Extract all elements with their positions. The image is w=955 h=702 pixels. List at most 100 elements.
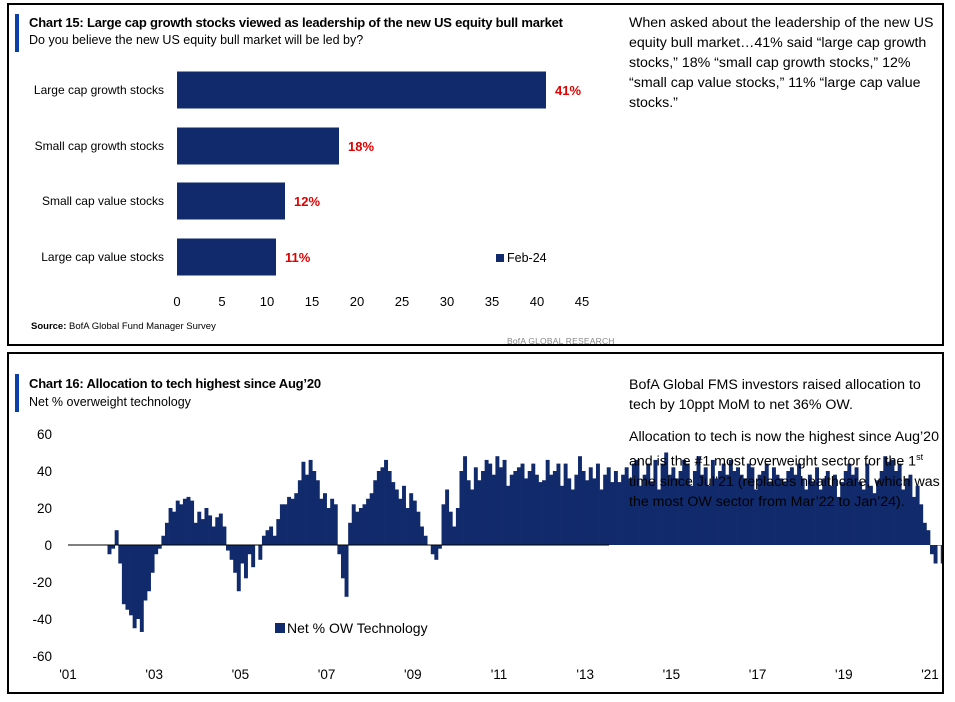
- chart-16-accent-bar: [15, 374, 19, 412]
- bar: [761, 471, 766, 545]
- category-label: Large cap value stocks: [41, 250, 164, 264]
- bar: [876, 480, 881, 545]
- bar: [534, 474, 539, 545]
- bar: [193, 522, 198, 545]
- bar: [915, 485, 920, 545]
- bar: [649, 482, 654, 545]
- bar: [739, 474, 744, 545]
- bar: [883, 456, 888, 545]
- x-tick-label: 15: [305, 294, 319, 309]
- bar: [177, 127, 339, 165]
- bar: [470, 489, 475, 545]
- bar: [233, 545, 238, 573]
- bar: [150, 545, 155, 573]
- bar: [703, 467, 708, 545]
- bar: [222, 526, 227, 545]
- bar: [290, 498, 295, 545]
- bar: [513, 471, 518, 545]
- bar: [229, 545, 234, 560]
- bar: [409, 493, 414, 545]
- bar: [186, 496, 191, 545]
- bar: [682, 459, 687, 545]
- bar: [868, 485, 873, 545]
- bar: [279, 504, 284, 545]
- bar: [664, 452, 669, 545]
- brand-watermark: BofA GLOBAL RESEARCH: [507, 336, 615, 346]
- bar: [840, 482, 845, 545]
- bar: [351, 504, 356, 545]
- bar: [764, 463, 769, 545]
- x-tick-label: '19: [835, 667, 853, 682]
- bar: [930, 545, 934, 555]
- bar: [154, 545, 159, 555]
- bar: [211, 526, 216, 545]
- bar: [315, 480, 320, 545]
- chart-16-commentary-2: Allocation to tech is now the highest si…: [629, 427, 941, 512]
- bar: [161, 535, 166, 545]
- x-tick-label: '05: [232, 667, 250, 682]
- x-tick-label: '13: [576, 667, 594, 682]
- bar: [588, 467, 593, 545]
- bar: [714, 478, 719, 545]
- bar: [718, 471, 723, 545]
- bar: [305, 474, 309, 545]
- bar: [613, 471, 618, 545]
- x-tick-label: '03: [145, 667, 163, 682]
- category-label: Large cap growth stocks: [34, 83, 164, 97]
- bar: [502, 459, 507, 545]
- bar: [667, 474, 672, 545]
- bar: [797, 463, 802, 545]
- bar: [689, 485, 694, 545]
- category-label: Small cap value stocks: [42, 194, 164, 208]
- bar: [854, 467, 859, 545]
- bar: [326, 508, 331, 545]
- bar: [549, 474, 554, 545]
- bar: [369, 493, 374, 545]
- bar: [445, 489, 450, 545]
- bar: [107, 545, 112, 555]
- bar-series: [107, 452, 942, 632]
- bar: [721, 463, 726, 545]
- bar: [258, 545, 263, 560]
- bar: [147, 545, 151, 592]
- chart-16-panel: Chart 16: Allocation to tech highest sin…: [7, 352, 944, 694]
- y-tick-label: -60: [32, 649, 52, 664]
- bar: [394, 489, 399, 545]
- source-text: BofA Global Fund Manager Survey: [66, 321, 216, 332]
- bar: [402, 485, 406, 545]
- bar: [595, 463, 600, 545]
- bar: [621, 474, 626, 545]
- bar: [136, 545, 141, 619]
- chart-15-subtitle: Do you believe the new US equity bull ma…: [29, 33, 364, 47]
- bar: [114, 530, 119, 545]
- bar: [657, 489, 661, 545]
- bar: [779, 478, 784, 545]
- bar: [488, 463, 493, 545]
- bar: [560, 485, 564, 545]
- x-tick-label: '21: [921, 667, 939, 682]
- bar: [441, 504, 446, 545]
- bar: [527, 471, 532, 545]
- bar: [323, 493, 327, 545]
- bar: [771, 467, 776, 545]
- chart-16-subtitle: Net % overweight technology: [29, 395, 191, 409]
- y-tick-label: 60: [37, 427, 52, 442]
- bar: [481, 471, 485, 545]
- bar: [850, 474, 855, 545]
- bar: [610, 482, 615, 545]
- bar: [272, 535, 277, 545]
- bar: [861, 489, 866, 545]
- bar: [890, 459, 895, 545]
- bar: [886, 461, 891, 545]
- bar: [200, 519, 205, 545]
- bar: [804, 489, 809, 545]
- bar: [376, 471, 381, 545]
- bar: [384, 459, 389, 545]
- bar: [847, 463, 852, 545]
- chart-16-plot: 60 40 20 0 -20 -40 -60 '01 '03 '05 '07 '09 '11 '13 '15…: [32, 427, 942, 682]
- bar: [297, 480, 302, 545]
- bar: [646, 463, 651, 545]
- bar: [261, 535, 266, 545]
- bar: [746, 463, 751, 545]
- bar: [459, 471, 464, 545]
